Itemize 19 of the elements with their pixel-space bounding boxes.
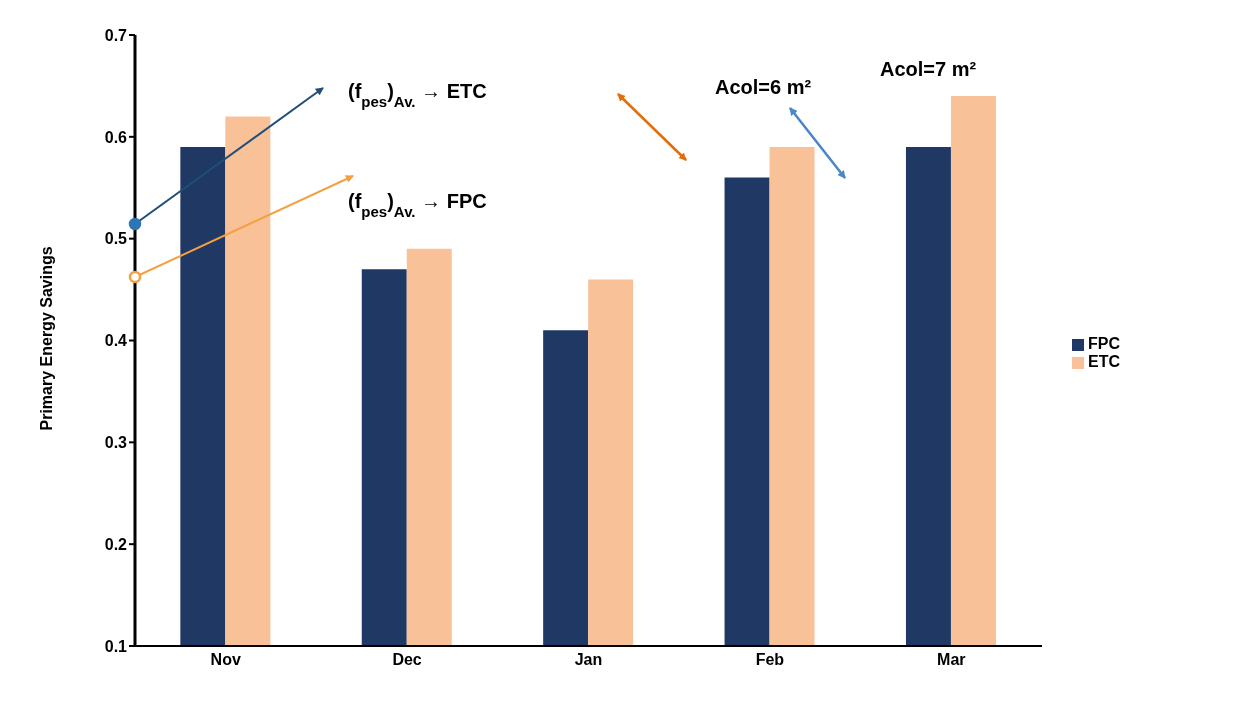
y-tick-label: 0.2 bbox=[104, 535, 128, 553]
annotation: Acol=7 m² bbox=[880, 58, 977, 80]
legend-label: FPC bbox=[1088, 335, 1120, 352]
y-tick-label: 0.5 bbox=[104, 230, 128, 248]
y-axis-title: Primary Energy Savings bbox=[37, 246, 55, 431]
y-tick-label: 0.1 bbox=[104, 637, 128, 655]
y-tick-label: 0.4 bbox=[104, 332, 128, 350]
x-tick-label: Mar bbox=[937, 651, 966, 669]
y-tick-label: 0.3 bbox=[104, 434, 128, 452]
y-tick-label: 0.6 bbox=[104, 128, 128, 146]
x-tick-label: Feb bbox=[755, 651, 785, 669]
x-tick-label: Dec bbox=[392, 651, 422, 669]
annotation: (f$_{pes}$)$_{Av.}$ → ETC bbox=[348, 80, 487, 110]
legend-label: ETC bbox=[1088, 353, 1120, 370]
x-tick-label: Jan bbox=[574, 651, 603, 669]
annotation: (f$_{pes}$)$_{Av.}$ → FPC bbox=[348, 190, 487, 220]
y-tick-label: 0.7 bbox=[104, 26, 128, 44]
annotation: Acol=6 m² bbox=[715, 76, 812, 98]
x-tick-label: Nov bbox=[210, 651, 241, 669]
